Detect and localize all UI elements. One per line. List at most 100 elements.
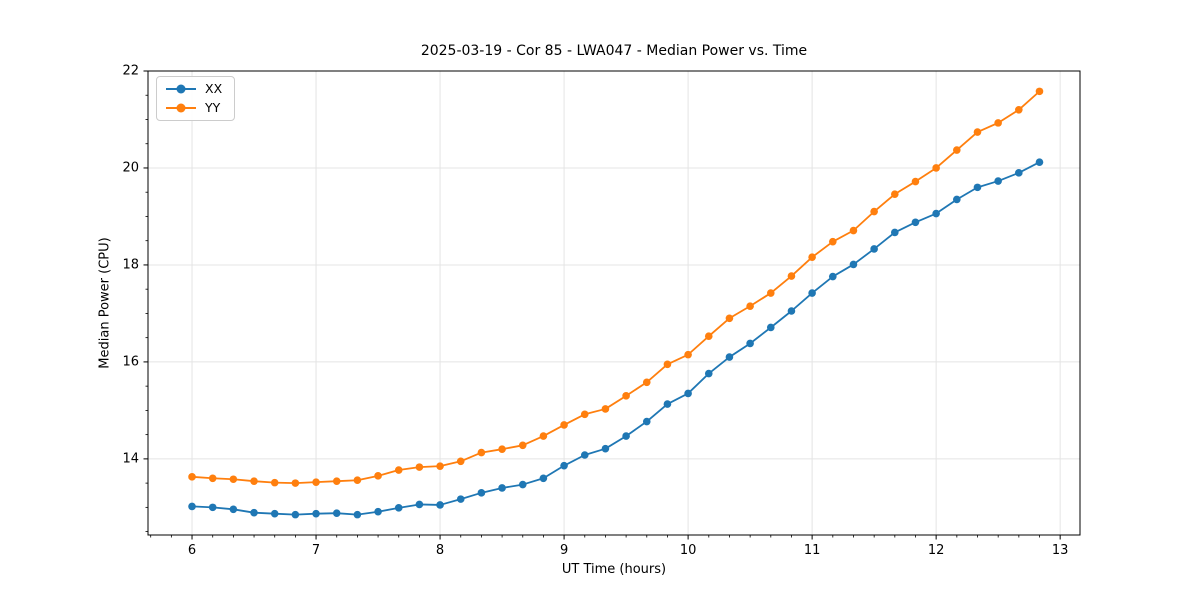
- data-point-marker: [746, 302, 754, 310]
- y-tick-label: 20: [122, 160, 139, 175]
- y-tick-label: 16: [122, 354, 139, 369]
- data-point-marker: [642, 378, 651, 387]
- x-tick-label: 8: [436, 543, 444, 558]
- data-point-marker: [394, 466, 403, 474]
- data-point-marker: [580, 410, 589, 419]
- major-ticks: 6 7 8 9 10 11 12 13 14 16 18 20 22: [122, 64, 1068, 558]
- data-point-marker: [663, 400, 672, 408]
- data-point-marker: [477, 448, 486, 457]
- x-tick-label: 13: [1052, 543, 1069, 558]
- data-point-marker: [766, 323, 775, 332]
- legend-item-xx: XX: [166, 81, 223, 96]
- data-point-marker: [1015, 169, 1023, 177]
- data-point-marker: [539, 474, 548, 483]
- data-point-marker: [560, 421, 568, 429]
- data-point-marker: [560, 461, 568, 470]
- data-point-marker: [870, 207, 878, 216]
- legend-marker-icon: [166, 84, 196, 94]
- data-point-marker: [415, 463, 424, 471]
- data-point-marker: [1015, 105, 1023, 114]
- data-point-marker: [374, 472, 382, 480]
- data-point-marker: [725, 353, 734, 361]
- grid-lines: [148, 70, 1080, 535]
- data-point-marker: [1035, 87, 1044, 96]
- data-point-marker: [994, 177, 1002, 185]
- data-point-marker: [787, 272, 796, 280]
- data-point-marker: [580, 451, 589, 459]
- data-point-marker: [746, 339, 754, 348]
- data-point-marker: [332, 509, 341, 517]
- data-point-marker: [911, 177, 920, 186]
- data-point-marker: [828, 272, 837, 281]
- data-point-marker: [518, 441, 527, 450]
- legend-marker-icon: [166, 103, 196, 113]
- data-point-marker: [291, 510, 300, 519]
- chart-title: 2025-03-19 - Cor 85 - LWA047 - Median Po…: [420, 43, 808, 59]
- data-point-marker: [849, 260, 858, 269]
- data-point-marker: [436, 462, 444, 470]
- data-point-marker: [684, 389, 692, 398]
- data-point-marker: [911, 218, 920, 227]
- x-tick-label: 9: [560, 543, 568, 558]
- data-point-marker: [663, 360, 672, 369]
- data-point-marker: [332, 477, 341, 485]
- x-tick-label: 10: [680, 543, 697, 558]
- data-point-marker: [353, 510, 362, 519]
- data-point-marker: [622, 392, 630, 400]
- data-point-marker: [932, 209, 940, 218]
- data-point-marker: [704, 369, 713, 378]
- data-point-marker: [456, 495, 465, 503]
- data-point-marker: [250, 508, 258, 517]
- data-point-marker: [684, 350, 692, 359]
- data-point-marker: [953, 146, 961, 154]
- y-tick-label: 18: [122, 257, 139, 272]
- data-point-marker: [498, 484, 506, 492]
- data-point-marker: [994, 119, 1002, 127]
- legend-item-yy: YY: [166, 99, 222, 115]
- data-point-marker: [725, 314, 734, 323]
- data-point-marker: [188, 502, 196, 511]
- series-line-xx: [191, 161, 1041, 516]
- data-point-marker: [270, 478, 279, 487]
- data-point-marker: [1035, 158, 1044, 166]
- data-point-marker: [870, 245, 878, 253]
- data-point-marker: [642, 417, 651, 426]
- data-point-marker: [849, 226, 858, 235]
- data-point-marker: [828, 237, 837, 246]
- x-tick-label: 11: [804, 543, 821, 558]
- data-point-marker: [808, 253, 816, 261]
- minor-ticks: [145, 94, 1040, 538]
- data-point-marker: [891, 190, 899, 198]
- data-point-marker: [539, 432, 548, 440]
- data-point-marker: [477, 489, 486, 497]
- data-point-marker: [766, 289, 775, 297]
- data-point-marker: [353, 476, 362, 485]
- data-point-marker: [456, 457, 465, 466]
- legend: XX YY: [156, 76, 236, 121]
- y-axis-label: Median Power (CPU): [97, 237, 113, 369]
- legend-dot-icon: [176, 103, 186, 113]
- axes-frame: [147, 70, 1081, 536]
- legend-label: YY: [205, 99, 221, 115]
- data-point-marker: [436, 501, 444, 509]
- data-point-marker: [973, 128, 982, 136]
- data-point-marker: [953, 195, 961, 204]
- data-point-marker: [973, 183, 982, 192]
- data-point-marker: [394, 504, 403, 512]
- data-point-marker: [188, 473, 196, 481]
- series-line-yy: [191, 90, 1041, 485]
- x-axis-label: UT Time (hours): [561, 562, 667, 577]
- data-point-marker: [208, 474, 217, 483]
- legend-label: XX: [205, 81, 223, 96]
- data-point-marker: [312, 478, 320, 486]
- data-point-marker: [208, 503, 217, 512]
- data-point-marker: [787, 307, 796, 315]
- data-point-marker: [415, 500, 424, 509]
- data-point-marker: [891, 228, 899, 237]
- series-yy: [188, 87, 1044, 487]
- legend-dot-icon: [176, 84, 186, 94]
- series-xx: [188, 158, 1044, 519]
- y-tick-label: 14: [122, 451, 139, 466]
- data-point-marker: [270, 509, 279, 518]
